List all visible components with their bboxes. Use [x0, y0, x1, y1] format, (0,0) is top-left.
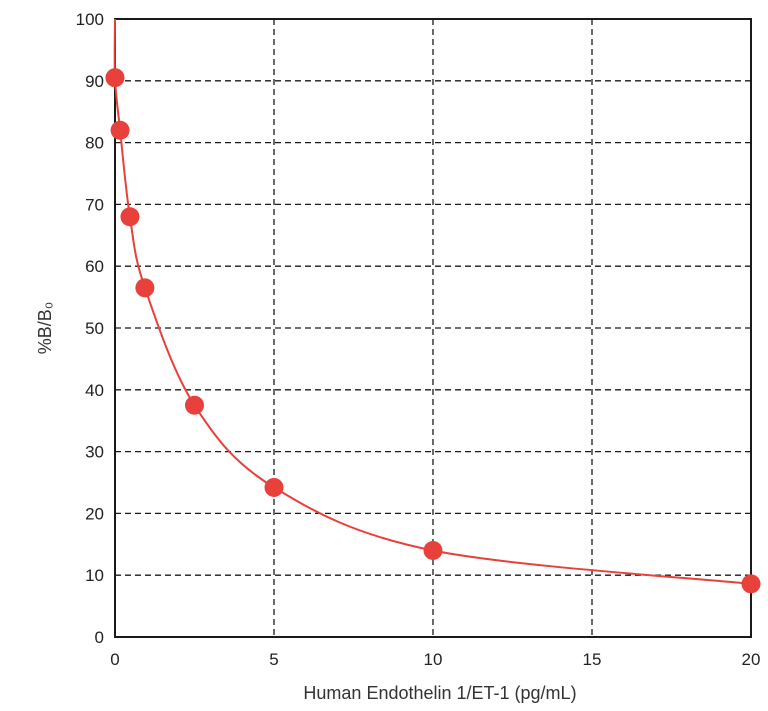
grid: [115, 19, 751, 637]
data-point: [741, 574, 761, 594]
data-point: [135, 278, 155, 298]
y-tick-label: 20: [85, 504, 104, 523]
data-point: [120, 207, 140, 227]
plot-frame: [114, 18, 752, 638]
x-tick-label: 20: [742, 650, 761, 669]
y-tick-label: 40: [85, 381, 104, 400]
data-points: [105, 68, 761, 594]
data-point: [105, 68, 125, 88]
data-point: [110, 120, 130, 140]
data-point: [185, 395, 204, 415]
y-axis-ticks: 0 10 20 30 40 50 60 70 80 90 100: [76, 10, 104, 647]
x-tick-label: 5: [269, 650, 278, 669]
y-tick-label: 0: [95, 628, 104, 647]
data-point: [423, 540, 443, 560]
y-tick-label: 30: [85, 443, 104, 462]
y-tick-label: 70: [85, 195, 104, 214]
y-axis-title: %B/B₀: [35, 302, 55, 355]
fit-curve: [113, 18, 752, 585]
x-tick-label: 10: [424, 650, 443, 669]
x-axis-ticks: 0 5 10 15 20: [110, 650, 760, 669]
x-tick-label: 0: [110, 650, 119, 669]
y-tick-label: 50: [85, 319, 104, 338]
y-tick-label: 80: [85, 134, 104, 153]
y-tick-label: 90: [85, 72, 104, 91]
x-axis-title: Human Endothelin 1/ET-1 (pg/mL): [303, 683, 576, 703]
y-tick-label: 10: [85, 566, 104, 585]
y-tick-label: 100: [76, 10, 104, 29]
y-tick-label: 60: [85, 257, 104, 276]
x-tick-label: 15: [583, 650, 602, 669]
data-point: [264, 477, 284, 497]
